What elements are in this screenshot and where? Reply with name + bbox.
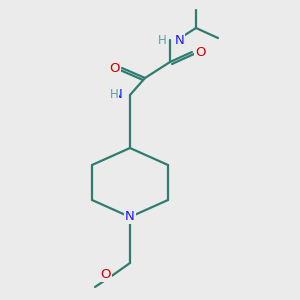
Text: N: N (175, 34, 185, 46)
Text: N: N (112, 88, 122, 101)
Text: O: O (195, 46, 206, 59)
Text: O: O (110, 61, 120, 74)
Text: H: H (158, 34, 167, 46)
Text: O: O (100, 268, 111, 281)
Text: H: H (110, 88, 119, 100)
Text: N: N (125, 211, 135, 224)
